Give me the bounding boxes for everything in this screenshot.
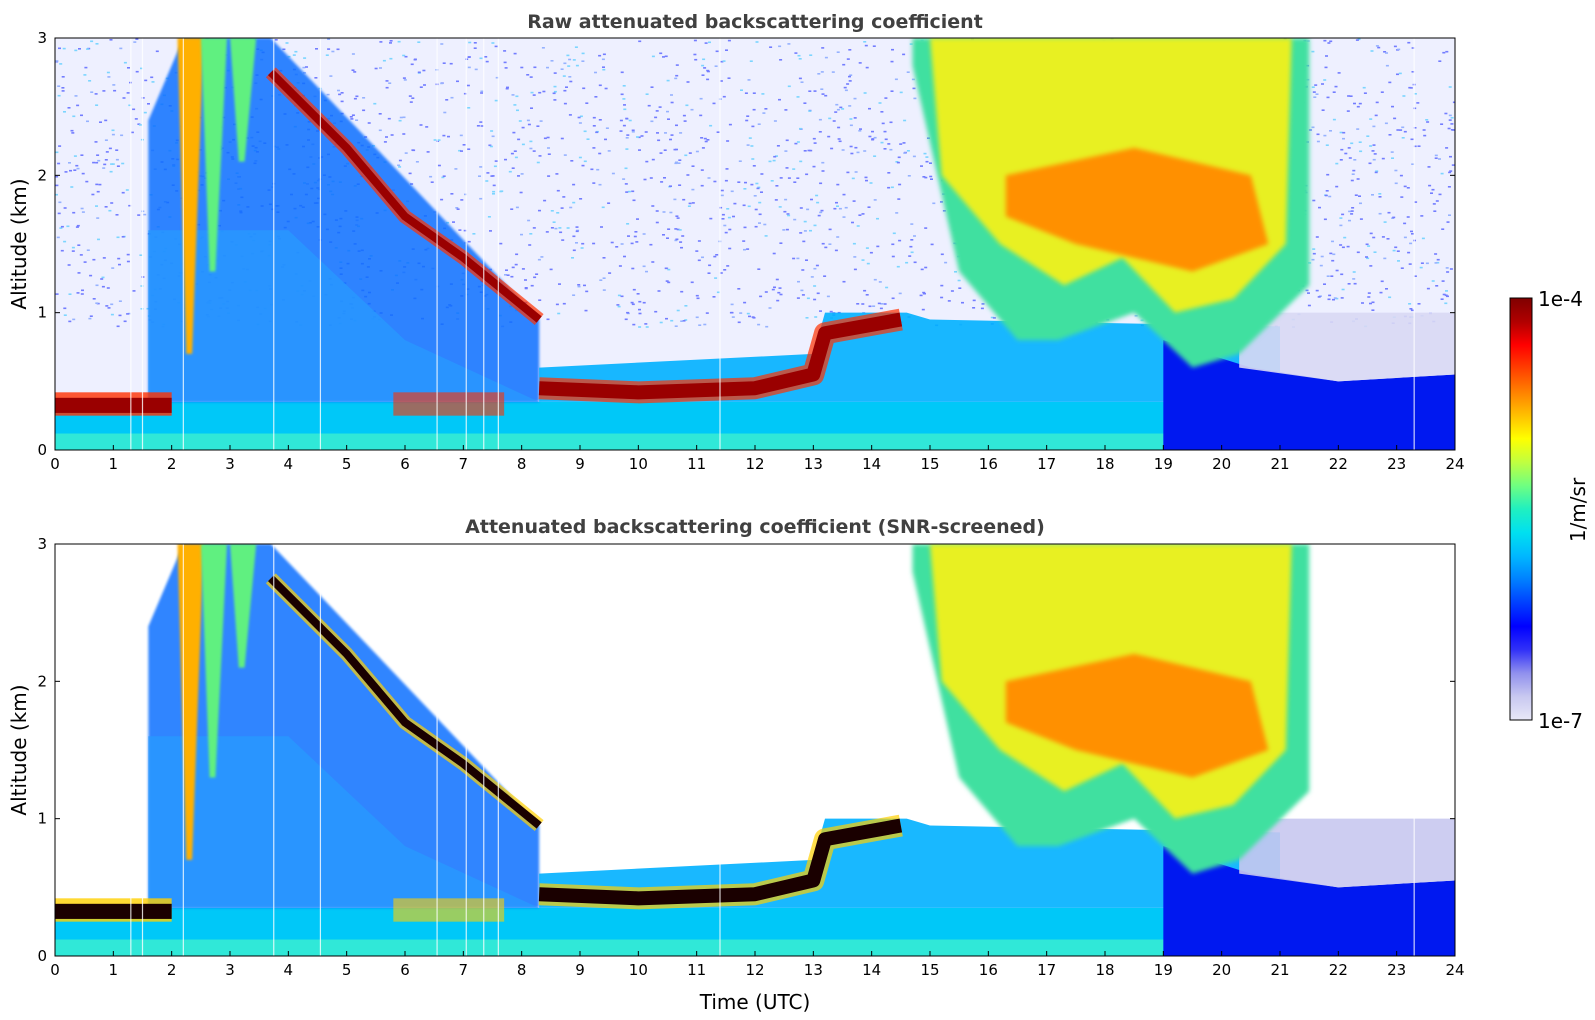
low-aerosol-layer [393,392,505,416]
heatmap-plot-area [55,544,1455,956]
x-tick-label: 24 [1445,961,1464,979]
cloud-core [1005,147,1269,272]
x-tick-label: 5 [342,961,352,979]
x-tick-label: 18 [1095,961,1114,979]
residual-layer [1163,340,1455,450]
y-axis-label: Altitude (km) [7,178,31,309]
x-tick-label: 22 [1329,961,1348,979]
x-tick-label: 24 [1445,455,1464,473]
cloud-core [1005,653,1269,778]
y-axis: 0 1 2 3 [37,29,1455,459]
y-tick-label: 1 [37,304,47,322]
x-tick-label: 13 [804,961,823,979]
x-tick-label: 11 [687,455,706,473]
x-tick-label: 10 [629,455,648,473]
x-tick-label: 1 [109,455,119,473]
x-tick-label: 17 [1037,961,1056,979]
x-tick-label: 0 [50,961,60,979]
low-layer [55,397,172,413]
panel-raw: Raw attenuated backscattering coefficien… [7,11,1465,473]
heatmap-plot-area [55,38,1455,450]
x-tick-label: 9 [575,455,585,473]
x-tick-label: 10 [629,961,648,979]
x-tick-label: 5 [342,455,352,473]
y-tick-label: 2 [37,166,47,184]
plume-streak [177,38,204,354]
x-axis: 0 1 2 3 4 5 6 7 8 9 10 11 12 13 14 15 16 17 18 19 20 21 22 23 24 [50,951,1465,979]
plume-streak [200,544,228,778]
colorbar-gradient [1509,297,1533,721]
x-tick-label: 19 [1154,455,1173,473]
cap-layer [538,312,903,400]
x-tick-label: 2 [167,455,177,473]
plume-streak [230,544,257,668]
x-tick-label: 14 [862,961,881,979]
x-tick-label: 20 [1212,455,1231,473]
x-tick-label: 21 [1270,455,1289,473]
x-tick-label: 3 [225,455,235,473]
low-aerosol-layer [393,898,505,922]
x-tick-label: 8 [517,455,527,473]
y-tick-label: 3 [37,29,47,47]
x-tick-label: 9 [575,961,585,979]
descending-layer [268,69,542,323]
low-layer [55,903,172,919]
x-tick-label: 23 [1387,961,1406,979]
x-tick-label: 13 [804,455,823,473]
x-tick-label: 16 [979,961,998,979]
x-tick-label: 21 [1270,961,1289,979]
panel-screened: Attenuated backscattering coefficient (S… [7,516,1465,1014]
x-tick-label: 22 [1329,455,1348,473]
x-tick-label: 1 [109,961,119,979]
x-axis-label: Time (UTC) [699,990,811,1014]
x-tick-label: 20 [1212,961,1231,979]
x-tick-label: 4 [284,961,294,979]
y-tick-label: 3 [37,535,47,553]
x-tick-label: 4 [284,455,294,473]
y-axis: 0 1 2 3 [37,535,1455,965]
colorbar: 1e-4 1e-7 1/m/sr [1509,287,1590,733]
x-tick-label: 11 [687,961,706,979]
x-tick-label: 8 [517,961,527,979]
x-tick-label: 7 [459,961,469,979]
colorbar-min-label: 1e-7 [1538,709,1583,733]
colorbar-label: 1/m/sr [1566,477,1590,542]
residual-layer [1163,846,1455,956]
cap-layer [538,818,903,906]
x-tick-label: 17 [1037,455,1056,473]
x-tick-label: 2 [167,961,177,979]
clear-air-region [1239,312,1455,382]
x-tick-label: 6 [400,455,410,473]
plume-streak [230,38,257,162]
x-tick-label: 23 [1387,455,1406,473]
colorbar-max-label: 1e-4 [1538,287,1583,311]
descending-layer [268,575,542,829]
x-tick-label: 6 [400,961,410,979]
panel-title: Raw attenuated backscattering coefficien… [527,11,983,33]
x-tick-label: 12 [745,455,764,473]
y-tick-label: 2 [37,672,47,690]
x-tick-label: 14 [862,455,881,473]
clear-air-region [1239,818,1455,888]
x-tick-label: 3 [225,961,235,979]
x-tick-label: 15 [920,455,939,473]
plume-streak [177,544,204,860]
x-tick-label: 7 [459,455,469,473]
x-tick-label: 19 [1154,961,1173,979]
x-axis: 0 1 2 3 4 5 6 7 8 9 10 11 12 13 14 15 16 17 18 19 20 21 22 23 24 [50,445,1465,473]
y-axis-label: Altitude (km) [7,684,31,815]
x-tick-label: 18 [1095,455,1114,473]
plume-streak [200,38,228,272]
aerosol-region-lower [148,230,540,402]
aerosol-region-lower [148,736,540,908]
panel-title: Attenuated backscattering coefficient (S… [465,516,1045,538]
y-tick-label: 0 [37,441,47,459]
x-tick-label: 0 [50,455,60,473]
x-tick-label: 16 [979,455,998,473]
y-tick-label: 1 [37,810,47,828]
x-tick-label: 12 [745,961,764,979]
x-tick-label: 15 [920,961,939,979]
y-tick-label: 0 [37,947,47,965]
